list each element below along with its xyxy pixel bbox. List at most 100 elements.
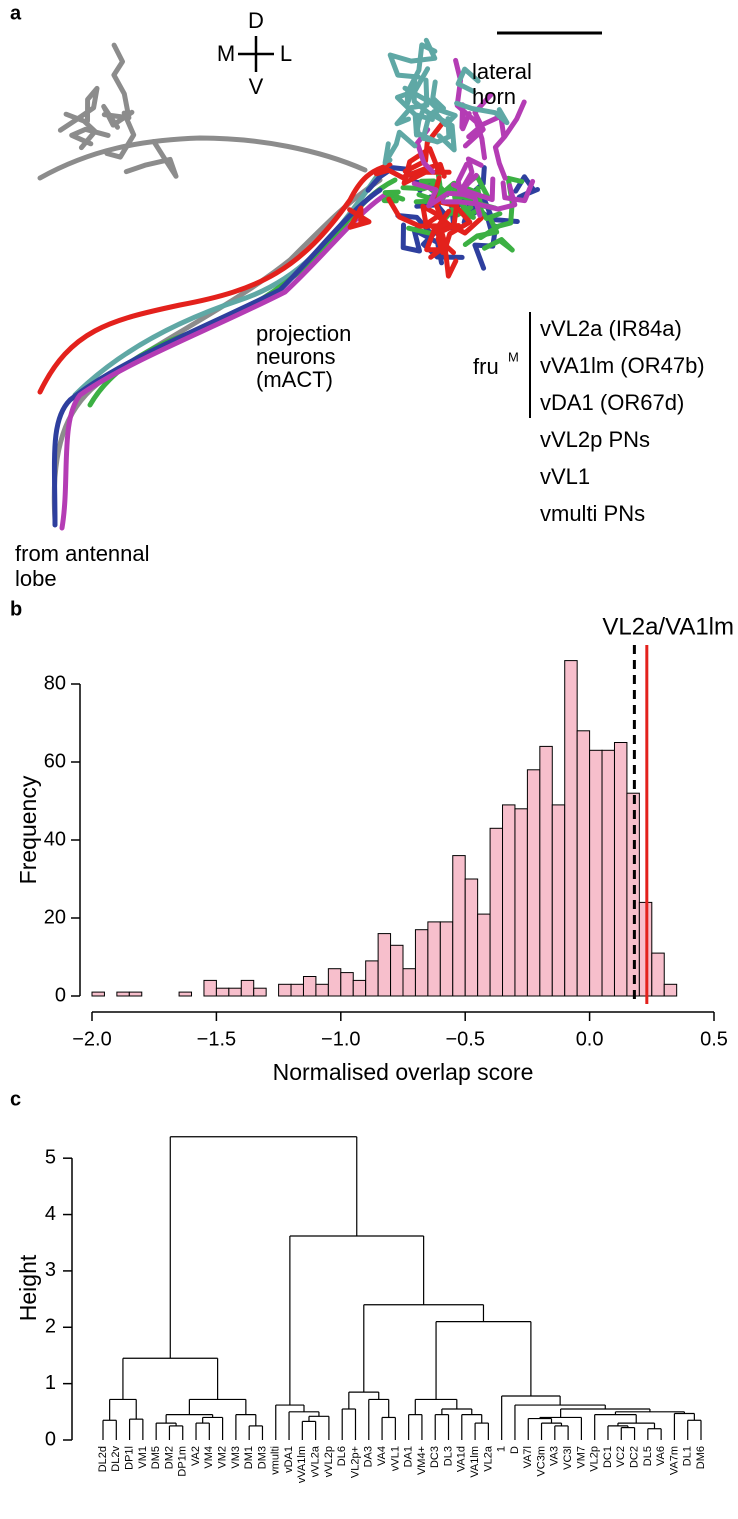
bar [377,933,392,997]
arbors [57,37,540,279]
bar [526,769,541,997]
leaf-label: vVL1 [389,1446,401,1471]
leaf-label: DA1 [403,1446,415,1467]
bar [178,991,193,997]
leaf-label: 1 [496,1446,508,1452]
bar [439,921,454,997]
arbor-branch [101,42,132,121]
x-tick-label: −1.0 [321,1028,360,1050]
bar [315,983,329,997]
annotation: lateral [472,59,532,84]
x-axis-title: Normalised overlap score [273,1059,534,1085]
arbor-branch [434,225,456,256]
leaf-label: vVL2a [310,1445,322,1477]
tract [72,157,393,398]
bar [613,742,628,997]
leaf-label: vVA1lm [296,1446,308,1483]
x-tick-label: 0.0 [576,1028,604,1050]
y-axis-title: Height [15,1254,41,1321]
leaf-label: DM3 [256,1446,268,1469]
leaf-label: VC3m [535,1446,547,1477]
arbor-branch [411,181,483,218]
leaf-label: vmulti [270,1446,282,1475]
bar [365,960,379,997]
leaf-label: DM6 [695,1446,707,1469]
bar [253,987,267,997]
legend-entry: vVL1 [540,464,590,489]
arbor-branch [382,129,418,166]
compass-label: L [280,41,292,66]
bar [240,979,255,997]
leaf-label: DM2 [163,1446,175,1469]
arbor-branch [478,175,525,241]
leaf-label: VL2p [589,1446,601,1472]
tract [37,162,393,395]
bar [576,730,591,997]
y-tick-label: 0 [45,1428,56,1450]
bar [327,968,342,997]
leaf-label: DC3 [429,1446,441,1468]
arbor-branch [459,102,472,132]
leaf-label: VM7 [575,1446,587,1469]
bar [215,987,230,997]
leaf-label: VA4 [376,1446,388,1466]
leaf-label: DM1 [243,1446,255,1469]
legend-entry: vmulti PNs [540,501,645,526]
leaf-label: VA7l [522,1446,534,1468]
bar [203,979,217,997]
bar [514,808,528,997]
arbor-branch [424,223,443,260]
leaf-label: DL2v [110,1446,122,1472]
x-tick-label: −1.5 [197,1028,236,1050]
bar [551,804,566,997]
bar [128,991,143,997]
bar [601,749,615,997]
tract [51,177,383,523]
annotation: (mACT) [256,367,333,392]
arbor-branch [347,205,372,230]
bar [663,983,678,997]
leaf-label: VM2 [217,1446,229,1469]
arbor-branch [420,203,451,230]
tract [51,187,383,528]
bar [402,968,416,997]
panel-label: a [10,2,22,24]
leaf-label: D [509,1446,521,1454]
bar [390,944,404,997]
leaf-label: DP1m [177,1446,189,1477]
arbor-branch [400,222,422,254]
leaf-label: VM4 [203,1446,215,1469]
y-tick-label: 1 [45,1372,56,1394]
arbor-branch [104,110,137,160]
arbor-branch [404,42,438,107]
x-tick-label: −2.0 [72,1028,111,1050]
arbor-branch [458,156,484,193]
y-axis-title: Frequency [15,775,41,884]
leaf-label: vDA1 [283,1446,295,1473]
bar [427,921,441,997]
annotation: neurons [256,344,336,369]
arbor-branch [455,66,481,94]
legend-entry: vVA1lm (OR47b) [540,353,705,378]
leaf-label: VC2 [615,1446,627,1467]
arbor-branch [402,85,430,138]
leaf-label: DA3 [363,1446,375,1467]
y-tick-label: 2 [45,1316,56,1338]
y-tick-label: 0 [55,984,66,1006]
leaf-label: DP1l [123,1446,135,1470]
panel-label: c [10,1088,21,1110]
arbor-branch [454,100,510,126]
annotation: lobe [15,566,57,591]
y-tick-label: 3 [45,1259,56,1281]
neuron-tracts [37,135,398,531]
bar [589,749,603,997]
leaf-label: DL6 [336,1446,348,1466]
bar [302,976,317,997]
panel-label: b [10,598,22,620]
compass: D M L V [217,8,292,99]
legend: vVL2a (IR84a) vVA1lm (OR47b) vDA1 (OR67d) v… [540,316,705,526]
tract [37,135,368,181]
arbor-branch [482,237,515,253]
bar [477,913,491,997]
bar [452,855,466,997]
